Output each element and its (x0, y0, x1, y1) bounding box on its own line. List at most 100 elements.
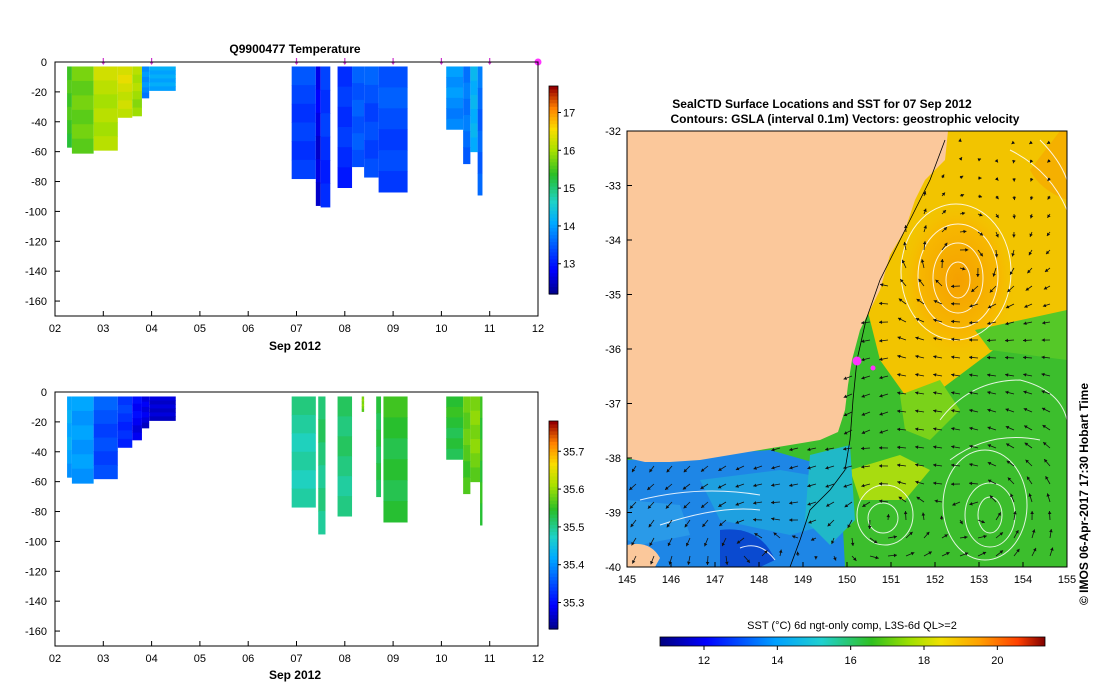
velocity-arrowhead (987, 338, 991, 343)
colorbar-cell (549, 131, 558, 136)
profile-cell (376, 463, 382, 481)
velocity-arrowhead (666, 468, 670, 473)
profile-cell (446, 406, 464, 418)
velocity-arrowhead (965, 248, 969, 252)
map-y-tick-label: -40 (605, 562, 621, 574)
profile-cell (93, 396, 118, 411)
profile-cell (470, 80, 478, 96)
profile-cell (67, 409, 72, 424)
profile-cell (477, 87, 483, 110)
velocity-arrowhead (632, 560, 636, 564)
colorbar-cell (549, 469, 558, 474)
profile-cell (480, 417, 483, 440)
velocity-arrowhead (995, 233, 999, 238)
velocity-arrowhead (1006, 460, 1011, 464)
colorbar-cell (549, 493, 558, 498)
sst-colorbar-tick-label: 14 (771, 655, 783, 667)
velocity-arrowhead (631, 541, 635, 546)
velocity-arrowhead (1011, 253, 1015, 257)
profile-cell (149, 404, 176, 409)
velocity-arrowhead (1047, 177, 1051, 182)
velocity-arrowhead (725, 561, 729, 565)
profile-cell (446, 118, 464, 130)
velocity-arrowhead (861, 339, 865, 343)
velocity-arrowhead (682, 486, 687, 490)
profile-cell (93, 108, 118, 123)
velocity-arrowhead (926, 531, 930, 536)
colorbar-cell (549, 424, 558, 429)
y-tick-label: -120 (25, 566, 47, 578)
velocity-arrowhead (1013, 511, 1017, 515)
profile-cell (291, 159, 316, 180)
colorbar-cell (549, 500, 558, 505)
velocity-arrowhead (909, 531, 913, 536)
map-y-tick-label: -35 (605, 290, 621, 302)
velocity-arrowhead (979, 252, 983, 257)
velocity-arrowhead (997, 512, 1001, 516)
velocity-arrowhead (976, 273, 980, 277)
velocity-arrowhead (753, 517, 757, 522)
profile-cell (446, 417, 464, 429)
velocity-arrowhead (999, 550, 1004, 554)
velocity-arrowhead (629, 505, 634, 509)
velocity-arrowhead (879, 430, 883, 434)
velocity-arrowhead (771, 500, 775, 505)
profile-cell (93, 80, 118, 95)
profile-cell (141, 87, 150, 94)
map-y-tick-label: -32 (605, 126, 621, 138)
colorbar-cell (549, 545, 558, 550)
profile-cell (320, 160, 331, 185)
profile-cell (463, 428, 471, 446)
map-y-tick-label: -36 (605, 344, 621, 356)
profile-cell (67, 120, 72, 135)
velocity-arrowhead (897, 373, 901, 377)
colorbar-tick-label: 35.6 (563, 484, 584, 496)
velocity-arrowhead (987, 390, 991, 395)
profile-cell (364, 103, 379, 123)
y-tick-label: -120 (25, 236, 47, 248)
colorbar-cell (549, 96, 558, 101)
colorbar-cell (549, 528, 558, 533)
profile-cell (117, 413, 133, 423)
colorbar-cell (549, 611, 558, 616)
colorbar-cell (549, 455, 558, 460)
profile-cell (463, 66, 471, 84)
velocity-arrowhead (1023, 373, 1027, 377)
velocity-arrowhead (861, 320, 865, 325)
shelf-contour (789, 139, 946, 567)
velocity-arrowhead (1047, 195, 1051, 200)
velocity-arrowhead (861, 446, 865, 451)
profile-cell (93, 66, 118, 81)
velocity-arrowhead (934, 499, 938, 503)
velocity-arrowhead (807, 483, 811, 488)
velocity-arrowhead (789, 501, 793, 505)
velocity-arrowhead (900, 279, 904, 283)
velocity-arrowhead (1026, 476, 1031, 481)
velocity-arrowhead (796, 551, 800, 555)
velocity-arrowhead (879, 301, 883, 306)
velocity-arrowhead (789, 447, 793, 452)
velocity-arrowhead (969, 304, 973, 308)
profile-cell (463, 461, 471, 478)
velocity-arrowhead (897, 317, 902, 321)
profile-cell (318, 396, 326, 420)
velocity-arrowhead (987, 305, 992, 309)
profile-cell (291, 141, 316, 161)
colorbar-cell (549, 280, 558, 285)
velocity-arrowhead (1044, 459, 1048, 463)
colorbar-cell (549, 486, 558, 491)
velocity-arrowhead (1005, 425, 1010, 430)
colorbar-cell (549, 266, 558, 271)
colorbar-cell (549, 217, 558, 222)
velocity-arrowhead (893, 553, 897, 558)
velocity-arrowhead (778, 549, 783, 553)
colorbar-tick-label: 13 (563, 259, 575, 271)
profile-cell (352, 99, 365, 118)
velocity-arrowhead (700, 468, 705, 472)
colorbar-cell (549, 235, 558, 240)
profile-cell (446, 66, 464, 78)
colorbar-cell (549, 587, 558, 592)
colorbar-cell (549, 573, 558, 578)
sst-colorbar (659, 636, 1046, 647)
velocity-arrowhead (923, 225, 927, 229)
